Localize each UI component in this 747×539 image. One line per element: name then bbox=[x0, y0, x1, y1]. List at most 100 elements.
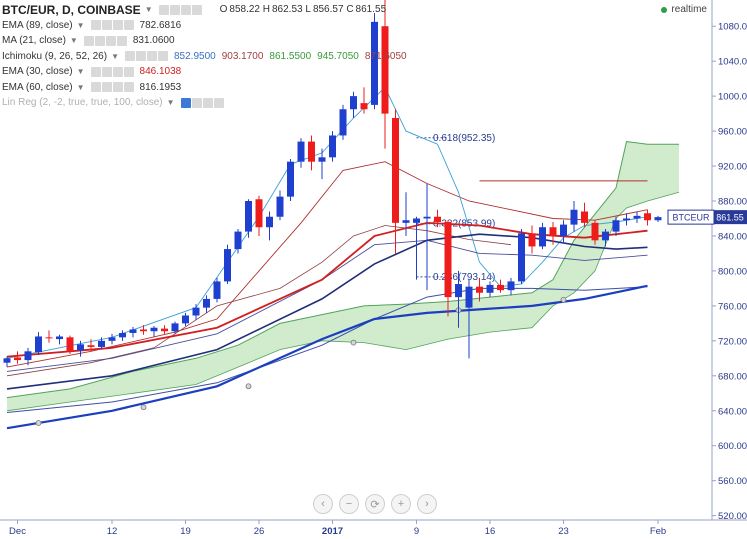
scroll-right-button[interactable]: › bbox=[417, 494, 437, 514]
settings-icon[interactable] bbox=[169, 4, 180, 15]
plus-icon[interactable] bbox=[112, 66, 123, 77]
candle-body bbox=[255, 199, 263, 228]
zoom-in-button[interactable]: + bbox=[391, 494, 411, 514]
x-tick-label: Feb bbox=[650, 526, 666, 537]
candle-body bbox=[402, 220, 410, 223]
candle-body bbox=[171, 323, 179, 332]
indicator-name: EMA (60, close) bbox=[2, 81, 73, 93]
candle-body bbox=[77, 344, 84, 351]
indicator-name: Lin Reg (2, -2, true, true, 100, close) bbox=[2, 97, 163, 109]
candle-body bbox=[591, 222, 599, 241]
y-tick-label: 1080.00 bbox=[718, 22, 747, 33]
indicator-legend: BTC/EUR, D, COINBASE ▼ O 858.22 H 862.53 L… bbox=[2, 2, 413, 111]
x-tick-label: 9 bbox=[414, 526, 419, 537]
trend-marker bbox=[35, 420, 42, 426]
candle-body bbox=[3, 358, 11, 363]
chevron-down-icon[interactable]: ▼ bbox=[76, 82, 85, 92]
candle-body bbox=[423, 216, 431, 219]
indicator-value: 945.7050 bbox=[317, 50, 359, 62]
close-icon[interactable] bbox=[157, 51, 168, 62]
candle-body bbox=[612, 220, 620, 232]
scroll-left-button[interactable]: ‹ bbox=[313, 494, 333, 514]
settings-icon[interactable] bbox=[101, 20, 112, 31]
plus-icon[interactable] bbox=[112, 82, 123, 93]
candle-body bbox=[350, 96, 357, 110]
open-value: 858.22 bbox=[229, 4, 260, 16]
settings-icon[interactable] bbox=[191, 97, 202, 108]
y-tick-label: 720.00 bbox=[718, 336, 747, 347]
candle-body bbox=[486, 284, 494, 293]
chevron-down-icon[interactable]: ▼ bbox=[144, 5, 153, 15]
y-tick-label: 1040.00 bbox=[718, 57, 747, 68]
plus-icon[interactable] bbox=[105, 35, 116, 46]
candle-body bbox=[14, 357, 21, 361]
candle-body bbox=[581, 211, 588, 223]
eye-icon[interactable] bbox=[180, 97, 191, 108]
candle-body bbox=[87, 345, 95, 347]
close-icon[interactable] bbox=[191, 4, 202, 15]
close-icon[interactable] bbox=[213, 97, 224, 108]
settings-icon[interactable] bbox=[135, 51, 146, 62]
candle-body bbox=[497, 284, 504, 291]
candle-body bbox=[476, 286, 483, 293]
plus-icon[interactable] bbox=[180, 4, 191, 15]
settings-icon[interactable] bbox=[94, 35, 105, 46]
ema89-line bbox=[6, 286, 648, 413]
y-tick-label: 760.00 bbox=[718, 301, 747, 312]
chevron-down-icon[interactable]: ▼ bbox=[111, 51, 119, 61]
candle-body bbox=[45, 337, 53, 339]
y-tick-label: 880.00 bbox=[718, 197, 747, 208]
candle-body bbox=[24, 351, 32, 361]
plus-icon[interactable] bbox=[146, 51, 157, 62]
eye-icon[interactable] bbox=[124, 51, 135, 62]
legend-row: MA (21, close) ▼ 831.0600 bbox=[2, 33, 413, 49]
indicator-name: MA (21, close) bbox=[2, 35, 66, 47]
indicator-value: 846.1038 bbox=[139, 66, 182, 78]
reset-button[interactable]: ⟳ bbox=[365, 494, 385, 514]
eye-icon[interactable] bbox=[83, 35, 94, 46]
candle-body bbox=[129, 329, 137, 333]
zoom-out-button[interactable]: − bbox=[339, 494, 359, 514]
status-dot-icon bbox=[661, 6, 668, 13]
plus-icon[interactable] bbox=[202, 97, 213, 108]
y-tick-label: 600.00 bbox=[718, 441, 747, 452]
high-value: 862.53 bbox=[272, 4, 303, 16]
chevron-down-icon[interactable]: ▼ bbox=[76, 67, 85, 77]
eye-icon[interactable] bbox=[90, 82, 101, 93]
indicator-value: 831.0600 bbox=[132, 35, 175, 47]
settings-icon[interactable] bbox=[101, 66, 112, 77]
candle-body bbox=[507, 281, 515, 291]
candle-body bbox=[119, 332, 126, 338]
candle-body bbox=[150, 327, 158, 332]
close-icon[interactable] bbox=[123, 82, 134, 93]
eye-icon[interactable] bbox=[90, 66, 101, 77]
settings-icon[interactable] bbox=[101, 82, 112, 93]
chevron-down-icon[interactable]: ▼ bbox=[166, 98, 175, 108]
plus-icon[interactable] bbox=[112, 20, 123, 31]
candle-body bbox=[140, 329, 147, 332]
chevron-down-icon[interactable]: ▼ bbox=[76, 20, 85, 30]
candle-body bbox=[297, 141, 305, 162]
candle-body bbox=[182, 315, 189, 324]
candle-body bbox=[266, 216, 273, 228]
close-icon[interactable] bbox=[116, 35, 127, 46]
candle-body bbox=[108, 337, 116, 341]
close-icon[interactable] bbox=[123, 66, 134, 77]
indicator-name: EMA (30, close) bbox=[2, 66, 73, 78]
chevron-down-icon[interactable]: ▼ bbox=[69, 36, 78, 46]
candle-body bbox=[192, 307, 200, 316]
trend-marker bbox=[350, 339, 357, 346]
eye-icon[interactable] bbox=[90, 20, 101, 31]
eye-icon[interactable] bbox=[158, 4, 169, 15]
x-tick-label: 26 bbox=[254, 526, 265, 537]
price-tag bbox=[714, 210, 747, 225]
candle-body bbox=[329, 135, 336, 158]
trend-marker bbox=[140, 404, 147, 411]
x-tick-label: 12 bbox=[107, 526, 118, 537]
y-tick-label: 840.00 bbox=[718, 231, 747, 242]
y-tick-label: 960.00 bbox=[718, 127, 747, 138]
fib-level-label: 0.236(793.14) bbox=[433, 272, 495, 283]
candle-body bbox=[203, 298, 210, 308]
close-icon[interactable] bbox=[123, 20, 134, 31]
